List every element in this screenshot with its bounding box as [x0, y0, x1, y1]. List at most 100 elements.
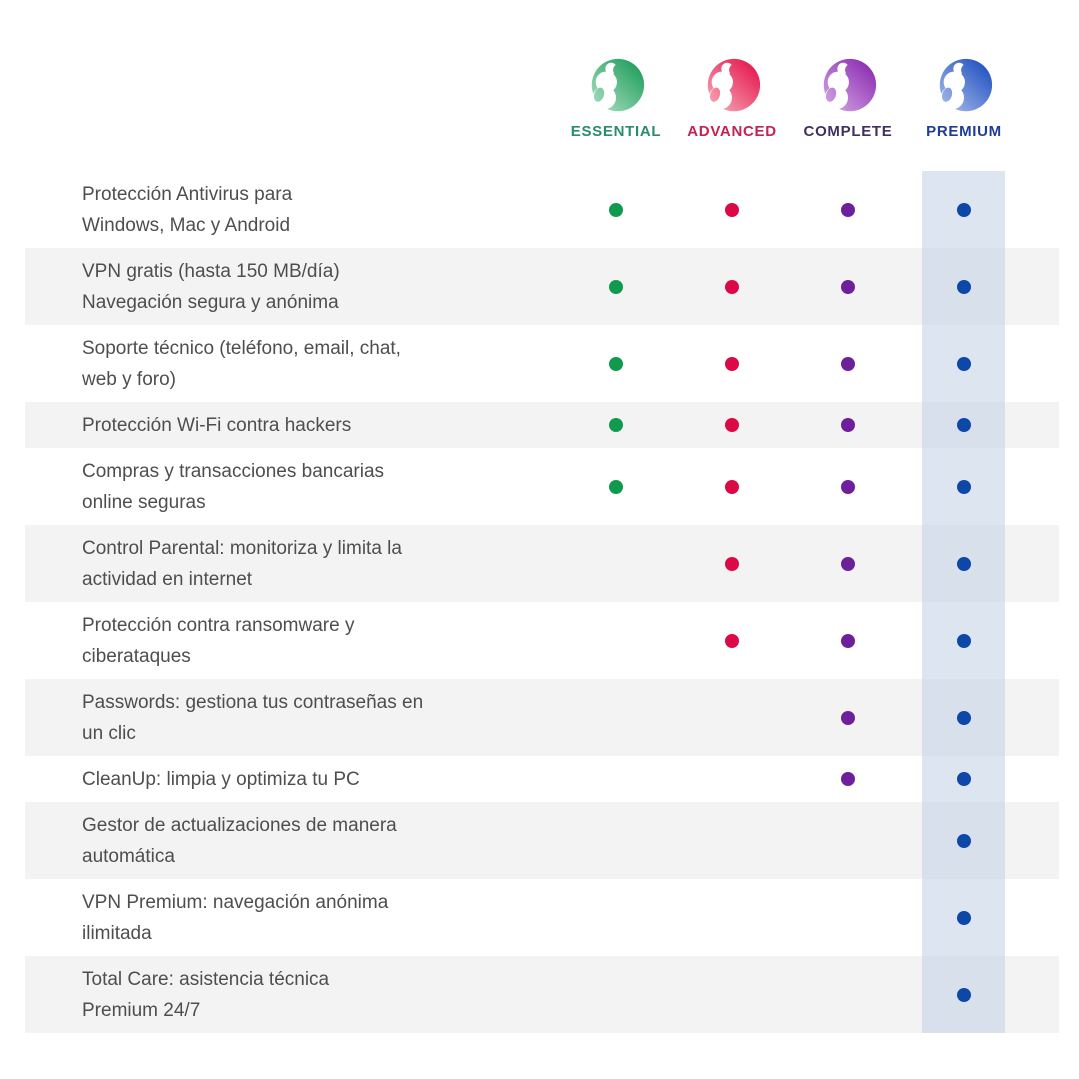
tier-column-essential: ESSENTIAL: [558, 55, 674, 141]
tier-cell-complete: [790, 525, 906, 602]
included-dot-essential: [609, 202, 623, 217]
tier-cell-essential: [558, 325, 674, 402]
tier-cell-advanced: [674, 802, 790, 879]
feature-label: Protección contra ransomware y ciberataq…: [82, 614, 355, 667]
feature-label: VPN Premium: navegación anónima ilimitad…: [82, 891, 389, 944]
included-dot-advanced: [725, 279, 739, 294]
feature-row: Protección Antivirus para Windows, Mac y…: [25, 171, 1059, 248]
included-dot-complete: [841, 772, 855, 786]
feature-row: Soporte técnico (teléfono, email, chat, …: [25, 325, 1059, 402]
tier-cell-advanced: [674, 956, 790, 1033]
tier-cell-essential: [558, 525, 674, 602]
tier-cell-advanced: [674, 756, 790, 802]
feature-label: Protección Wi-Fi contra hackers: [82, 414, 352, 436]
tier-cell-essential: [558, 756, 674, 802]
tier-cell-essential: [558, 448, 674, 525]
feature-label: Compras y transacciones bancarias online…: [82, 460, 385, 513]
feature-row: Passwords: gestiona tus contraseñas en u…: [25, 679, 1059, 756]
feature-row: Protección Wi-Fi contra hackers: [25, 402, 1059, 448]
feature-label: Passwords: gestiona tus contraseñas en u…: [82, 691, 424, 744]
included-dot-premium: [957, 356, 971, 371]
feature-label: Soporte técnico (teléfono, email, chat, …: [82, 337, 401, 390]
tier-cell-advanced: [674, 171, 790, 248]
included-dot-essential: [609, 356, 623, 371]
tier-cell-premium: [906, 956, 1022, 1033]
tier-cell-premium: [906, 602, 1022, 679]
tier-cell-advanced: [674, 448, 790, 525]
tier-cell-premium: [906, 679, 1022, 756]
included-dot-premium: [957, 833, 971, 848]
tier-cell-complete: [790, 956, 906, 1033]
included-dot-complete: [841, 633, 855, 648]
included-dot-complete: [841, 279, 855, 294]
feature-rows: Protección Antivirus para Windows, Mac y…: [0, 171, 1079, 1033]
tier-cell-essential: [558, 956, 674, 1033]
tier-cell-premium: [906, 525, 1022, 602]
tier-cell-advanced: [674, 402, 790, 448]
feature-row: Protección contra ransomware y ciberataq…: [25, 602, 1059, 679]
tier-cell-essential: [558, 679, 674, 756]
feature-label: Protección Antivirus para Windows, Mac y…: [82, 183, 293, 236]
tier-label-advanced: ADVANCED: [687, 123, 777, 140]
included-dot-premium: [957, 279, 971, 294]
panda-logo-complete-icon: [823, 58, 877, 112]
included-dot-complete: [841, 356, 855, 371]
included-dot-complete: [841, 479, 855, 494]
included-dot-premium: [957, 556, 971, 571]
tier-cell-advanced: [674, 325, 790, 402]
feature-row: Compras y transacciones bancarias online…: [25, 448, 1059, 525]
included-dot-essential: [609, 418, 623, 432]
panda-logo-essential-icon: [591, 58, 645, 112]
tier-header: ESSENTIAL ADVANCED COMPLETE PREMIUM: [0, 0, 1079, 141]
tier-cell-complete: [790, 679, 906, 756]
feature-label: Gestor de actualizaciones de manera auto…: [82, 814, 397, 867]
feature-row: Gestor de actualizaciones de manera auto…: [25, 802, 1059, 879]
feature-row: CleanUp: limpia y optimiza tu PC: [25, 756, 1059, 802]
tier-cell-complete: [790, 171, 906, 248]
feature-row: VPN gratis (hasta 150 MB/día) Navegación…: [25, 248, 1059, 325]
tier-cell-essential: [558, 602, 674, 679]
tier-label-complete: COMPLETE: [803, 123, 893, 140]
tier-cell-advanced: [674, 248, 790, 325]
included-dot-advanced: [725, 479, 739, 494]
tier-cell-premium: [906, 402, 1022, 448]
tier-cell-premium: [906, 756, 1022, 802]
feature-label: VPN gratis (hasta 150 MB/día) Navegación…: [82, 260, 340, 313]
included-dot-premium: [957, 910, 971, 925]
included-dot-advanced: [725, 418, 739, 432]
tier-cell-complete: [790, 602, 906, 679]
included-dot-premium: [957, 772, 971, 786]
tier-column-premium: PREMIUM: [906, 55, 1022, 141]
included-dot-premium: [957, 418, 971, 432]
tier-cell-complete: [790, 879, 906, 956]
included-dot-premium: [957, 479, 971, 494]
included-dot-complete: [841, 418, 855, 432]
tier-cell-premium: [906, 248, 1022, 325]
tier-cell-essential: [558, 171, 674, 248]
tier-column-complete: COMPLETE: [790, 55, 906, 141]
panda-logo-advanced-icon: [707, 58, 761, 112]
feature-label: CleanUp: limpia y optimiza tu PC: [82, 768, 360, 790]
feature-row: Control Parental: monitoriza y limita la…: [25, 525, 1059, 602]
feature-label: Control Parental: monitoriza y limita la…: [82, 537, 402, 590]
included-dot-essential: [609, 279, 623, 294]
tier-cell-essential: [558, 402, 674, 448]
tier-cell-complete: [790, 325, 906, 402]
tier-cell-advanced: [674, 602, 790, 679]
feature-row: VPN Premium: navegación anónima ilimitad…: [25, 879, 1059, 956]
tier-cell-advanced: [674, 525, 790, 602]
included-dot-advanced: [725, 633, 739, 648]
feature-label: Total Care: asistencia técnica Premium 2…: [82, 968, 330, 1021]
included-dot-advanced: [725, 556, 739, 571]
included-dot-premium: [957, 633, 971, 648]
tier-cell-premium: [906, 325, 1022, 402]
tier-cell-advanced: [674, 879, 790, 956]
included-dot-premium: [957, 710, 971, 725]
tier-label-premium: PREMIUM: [926, 123, 1002, 140]
tier-cell-complete: [790, 756, 906, 802]
feature-row: Total Care: asistencia técnica Premium 2…: [25, 956, 1059, 1033]
included-dot-premium: [957, 202, 971, 217]
tier-cell-premium: [906, 171, 1022, 248]
included-dot-advanced: [725, 202, 739, 217]
